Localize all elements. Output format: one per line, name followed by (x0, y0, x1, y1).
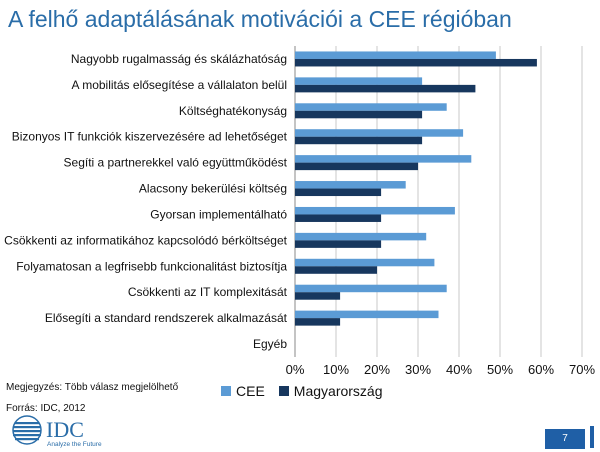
bar-cee (295, 51, 496, 59)
x-tick-label: 0% (286, 362, 305, 377)
category-label: Segíti a partnerekkel való együttműködés… (64, 156, 288, 170)
bar-hungary (295, 58, 537, 67)
legend: CEE Magyarország (221, 383, 397, 399)
x-tick-label: 70% (569, 362, 595, 377)
x-tick-label: 60% (528, 362, 554, 377)
globe-icon (12, 415, 42, 445)
category-label: Nagyobb rugalmasság és skálázhatóság (71, 52, 287, 66)
legend-item-cee: CEE (221, 383, 265, 399)
category-label: Folyamatosan a legfrisebb funkcionalitás… (16, 259, 287, 273)
bar-hungary (295, 188, 382, 197)
x-tick-label: 40% (446, 362, 472, 377)
x-tick-label: 20% (364, 362, 390, 377)
bar-hungary (295, 292, 341, 300)
bar-hungary (295, 318, 341, 326)
bar-cee (295, 77, 423, 85)
category-label: Költséghatékonyság (179, 104, 287, 118)
page-number: 7 (562, 433, 568, 444)
bar-cee (295, 155, 472, 163)
bar-cee (295, 310, 439, 319)
logo-tagline: Analyze the Future (47, 441, 102, 448)
category-label: A mobilitás elősegítése a vállalaton bel… (72, 78, 287, 92)
category-label: Gyorsan implementálható (150, 207, 287, 221)
bar-cee (295, 181, 406, 189)
logo-wordmark: IDC (46, 417, 84, 442)
idc-logo: IDC Analyze the Future (12, 415, 102, 448)
bar-cee (295, 129, 464, 137)
category-label: Alacsony bekerülési költség (139, 182, 287, 196)
bar-hungary (295, 110, 423, 119)
gridlines (294, 46, 583, 357)
footnote: Megjegyzés: Több válasz megjelölhető (6, 382, 179, 393)
page-number-box: 7 (545, 429, 585, 449)
bar-cee (295, 258, 435, 267)
bar-cee (295, 206, 455, 215)
chart-title: A felhő adaptálásának motivációi a CEE r… (8, 6, 512, 32)
bars (295, 51, 537, 326)
category-label: Csökkenti az IT komplexitását (128, 285, 288, 299)
source-note: Forrás: IDC, 2012 (6, 403, 86, 414)
bar-cee (295, 284, 447, 293)
legend-label-cee: CEE (236, 383, 265, 399)
legend-label-hungary: Magyarország (293, 383, 383, 399)
x-tick-label: 50% (487, 362, 513, 377)
bar-cee (295, 103, 447, 111)
bar-cee (295, 232, 427, 241)
bar-hungary (295, 84, 476, 93)
bar-hungary (295, 214, 382, 222)
page-accent (590, 426, 594, 448)
category-label: Elősegíti a standard rendszerek alkalmaz… (45, 311, 288, 325)
legend-swatch-hungary (278, 386, 289, 396)
x-tick-label: 10% (323, 362, 349, 377)
bar-hungary (295, 136, 423, 145)
bar-hungary (295, 162, 418, 171)
category-labels: Nagyobb rugalmasság és skálázhatóság A mo… (4, 52, 287, 351)
bar-hungary (295, 240, 382, 248)
legend-swatch-cee (221, 386, 231, 396)
x-tick-labels: 0% 10% 20% 30% 40% 50% 60% 70% (286, 362, 596, 377)
legend-item-hungary: Magyarország (278, 383, 383, 399)
category-label: Csökkenti az informatikához kapcsolódó b… (4, 233, 287, 247)
category-label: Egyéb (253, 337, 287, 351)
category-label: Bizonyos IT funkciók kiszervezésére ad l… (12, 130, 288, 144)
bar-hungary (295, 266, 377, 274)
x-tick-label: 30% (405, 362, 431, 377)
